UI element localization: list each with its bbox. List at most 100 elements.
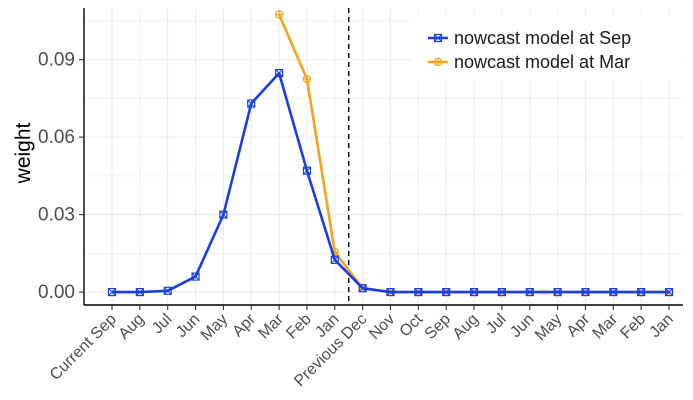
- data-point: [581, 287, 590, 297]
- data-point: [358, 284, 367, 293]
- point-square: [386, 287, 395, 297]
- data-point: [247, 99, 256, 108]
- point-cross: [609, 288, 618, 296]
- point-square: [442, 287, 451, 297]
- x-tick-label: Current Sep: [47, 311, 120, 384]
- point-cross: [191, 272, 200, 281]
- y-tick-labels: 0.00 0.03 0.06 0.09: [38, 50, 84, 303]
- data-point: [386, 287, 395, 297]
- x-tick-label: Apr: [564, 310, 594, 340]
- point-cross: [525, 288, 534, 296]
- legend-label: nowcast model at Sep: [454, 28, 631, 48]
- data-point: [664, 287, 674, 297]
- data-point: [191, 272, 200, 281]
- x-tick-label: Jun: [507, 311, 537, 341]
- point-cross: [498, 288, 506, 296]
- data-point: [330, 255, 339, 264]
- x-tick-label: Jan: [647, 311, 677, 341]
- y-tick-label: 0.00: [38, 282, 75, 303]
- point-cross: [434, 34, 442, 42]
- data-point: [553, 287, 562, 297]
- data-point: [219, 210, 228, 219]
- data-point: [275, 68, 284, 78]
- point-square: [358, 284, 367, 293]
- point-square: [330, 255, 339, 264]
- point-cross: [219, 210, 228, 219]
- legend-label: nowcast model at Mar: [454, 52, 630, 72]
- x-tick-label: Feb: [283, 311, 315, 343]
- point-square: [247, 99, 256, 108]
- point-square: [107, 287, 117, 297]
- point-cross: [386, 288, 395, 296]
- point-cross: [135, 288, 144, 296]
- point-square: [637, 287, 646, 297]
- data-point: [163, 286, 172, 295]
- data-point: [414, 287, 423, 297]
- point-square: [609, 287, 618, 297]
- point-square: [581, 287, 590, 297]
- point-cross: [470, 288, 478, 296]
- x-tick-label: Aug: [116, 311, 148, 343]
- point-square: [433, 33, 443, 43]
- point-cross: [637, 288, 646, 296]
- data-point: [302, 166, 312, 175]
- point-square: [163, 286, 172, 295]
- data-point: [469, 287, 479, 297]
- point-square: [664, 287, 674, 297]
- x-tick-label: Jul: [149, 311, 175, 337]
- point-cross: [358, 284, 367, 293]
- point-square: [275, 68, 284, 78]
- data-point: [433, 33, 443, 43]
- point-square: [302, 166, 312, 175]
- x-tick-label: Apr: [229, 310, 259, 340]
- data-point: [274, 10, 284, 19]
- point-cross: [553, 288, 562, 296]
- legend: nowcast model at Sep nowcast model at Mar: [412, 16, 682, 80]
- point-square: [553, 287, 562, 297]
- point-square: [414, 287, 423, 297]
- data-point: [135, 287, 144, 297]
- x-tick-label: May: [532, 311, 565, 344]
- point-square: [497, 287, 506, 297]
- x-tick-label: Sep: [422, 311, 454, 343]
- data-point: [107, 287, 117, 297]
- point-cross: [442, 288, 451, 296]
- y-tick-label: 0.09: [38, 50, 75, 71]
- point-square: [191, 272, 200, 281]
- point-cross: [163, 286, 172, 295]
- point-cross: [303, 166, 311, 175]
- point-cross: [108, 288, 116, 296]
- point-cross: [275, 69, 283, 77]
- data-point: [637, 287, 646, 297]
- data-point: [302, 74, 312, 84]
- data-point: [609, 287, 618, 297]
- x-tick-label: Jun: [173, 311, 203, 341]
- x-tick-label: Nov: [366, 311, 398, 343]
- x-tick-label: Mar: [255, 310, 287, 342]
- point-cross: [665, 288, 673, 296]
- x-tick-label: Mar: [590, 310, 622, 342]
- data-point: [442, 287, 451, 297]
- x-tick-label: Jul: [483, 311, 509, 337]
- point-cross: [581, 288, 590, 296]
- axes: [83, 8, 683, 306]
- data-point: [525, 287, 534, 297]
- point-square: [219, 210, 228, 219]
- legend-background: [412, 16, 682, 80]
- x-tick-label: Aug: [450, 311, 482, 343]
- x-tick-label: Oct: [397, 310, 427, 340]
- y-tick-label: 0.06: [38, 127, 75, 148]
- x-tick-label: Feb: [617, 311, 649, 343]
- point-cross: [330, 255, 339, 264]
- point-cross: [414, 288, 423, 296]
- x-tick-label: May: [198, 311, 231, 344]
- point-square: [525, 287, 534, 297]
- y-axis-title: weight: [12, 122, 35, 184]
- data-point: [433, 57, 443, 67]
- point-square: [135, 287, 144, 297]
- y-tick-label: 0.03: [38, 205, 75, 226]
- point-square: [469, 287, 479, 297]
- data-point: [497, 287, 506, 297]
